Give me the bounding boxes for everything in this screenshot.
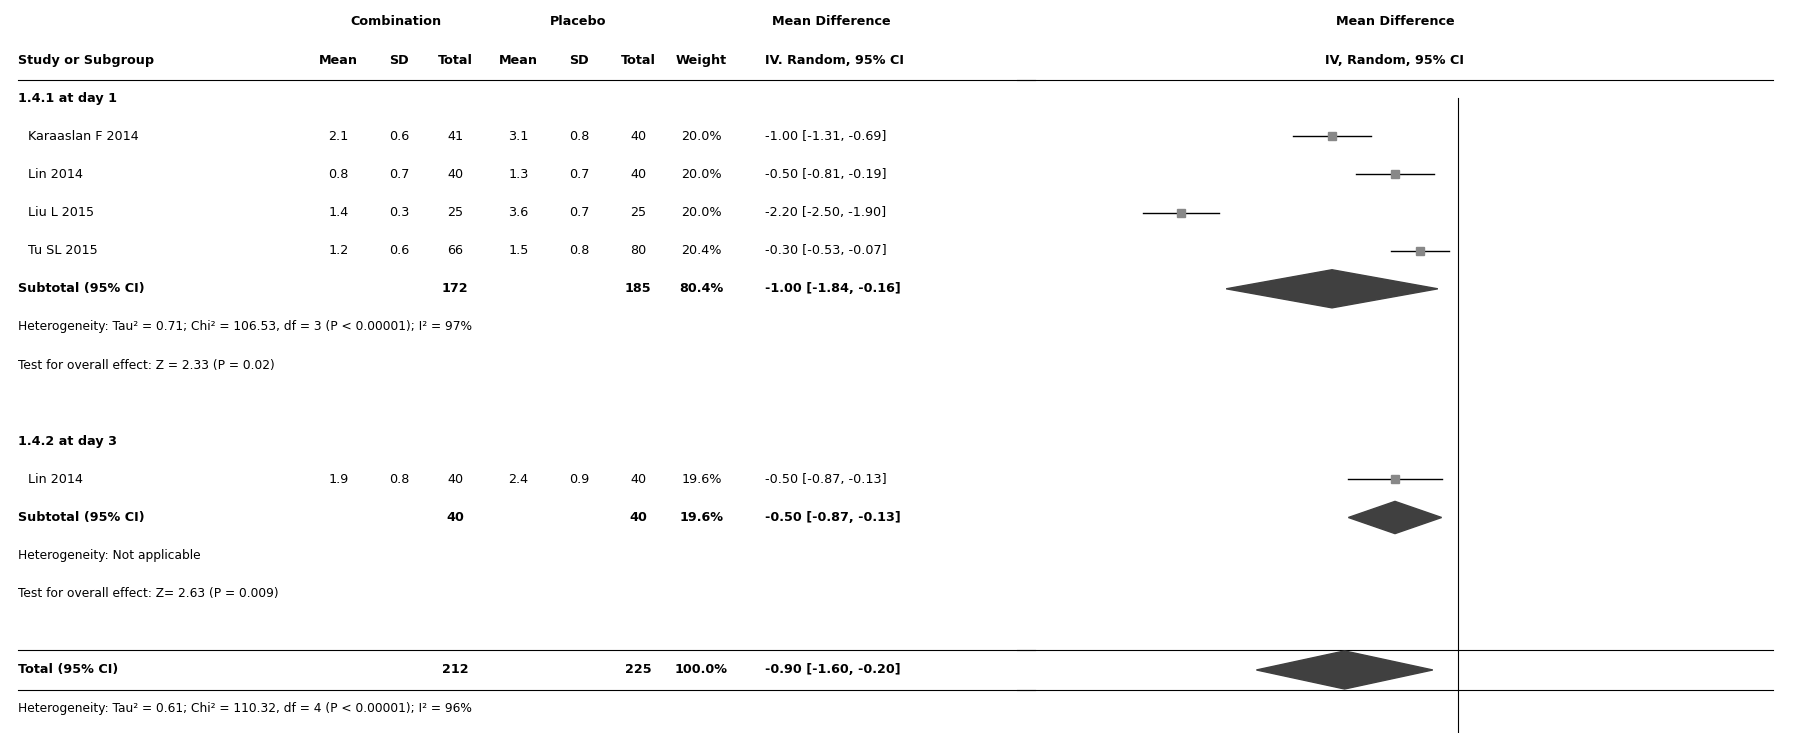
Text: Total: Total	[621, 54, 655, 67]
Text: Lin 2014: Lin 2014	[29, 168, 83, 181]
Text: 80.4%: 80.4%	[679, 282, 724, 295]
Text: 40: 40	[630, 168, 646, 181]
Text: Mean: Mean	[499, 54, 538, 67]
Text: Subtotal (95% CI): Subtotal (95% CI)	[18, 511, 144, 524]
Text: Weight: Weight	[675, 54, 727, 67]
Text: 1.2: 1.2	[328, 244, 349, 257]
Text: 20.0%: 20.0%	[680, 206, 722, 219]
Text: 20.4%: 20.4%	[680, 244, 722, 257]
Text: 20.0%: 20.0%	[680, 168, 722, 181]
Text: 20.0%: 20.0%	[680, 130, 722, 143]
Text: -0.30 [-0.53, -0.07]: -0.30 [-0.53, -0.07]	[765, 244, 887, 257]
Text: 25: 25	[446, 206, 463, 219]
Text: SD: SD	[389, 54, 409, 67]
Text: 1.9: 1.9	[328, 473, 349, 486]
Text: -0.90 [-1.60, -0.20]: -0.90 [-1.60, -0.20]	[765, 663, 902, 677]
Text: Heterogeneity: Not applicable: Heterogeneity: Not applicable	[18, 549, 200, 562]
Text: Mean Difference: Mean Difference	[772, 15, 891, 29]
Text: 40: 40	[630, 511, 648, 524]
Text: 25: 25	[630, 206, 646, 219]
Text: -0.50 [-0.87, -0.13]: -0.50 [-0.87, -0.13]	[765, 511, 902, 524]
Text: Study or Subgroup: Study or Subgroup	[18, 54, 155, 67]
Text: 185: 185	[625, 282, 652, 295]
Text: 3.1: 3.1	[508, 130, 529, 143]
Text: Heterogeneity: Tau² = 0.61; Chi² = 110.32, df = 4 (P < 0.00001); I² = 96%: Heterogeneity: Tau² = 0.61; Chi² = 110.3…	[18, 701, 472, 715]
Text: 1.3: 1.3	[508, 168, 529, 181]
Text: IV. Random, 95% CI: IV. Random, 95% CI	[765, 54, 904, 67]
Text: IV, Random, 95% CI: IV, Random, 95% CI	[1325, 54, 1465, 67]
Text: Mean: Mean	[319, 54, 358, 67]
Text: -1.00 [-1.84, -0.16]: -1.00 [-1.84, -0.16]	[765, 282, 902, 295]
Text: 2.1: 2.1	[328, 130, 349, 143]
Text: Test for overall effect: Z = 2.33 (P = 0.02): Test for overall effect: Z = 2.33 (P = 0…	[18, 358, 275, 372]
Text: Total: Total	[437, 54, 473, 67]
Text: Tu SL 2015: Tu SL 2015	[29, 244, 97, 257]
Text: 66: 66	[448, 244, 463, 257]
Text: 1.4.1 at day 1: 1.4.1 at day 1	[18, 92, 117, 105]
Text: Placebo: Placebo	[551, 15, 607, 29]
Text: 0.6: 0.6	[389, 244, 410, 257]
Text: Lin 2014: Lin 2014	[29, 473, 83, 486]
Text: 0.3: 0.3	[389, 206, 410, 219]
Text: Liu L 2015: Liu L 2015	[29, 206, 94, 219]
Polygon shape	[1226, 270, 1438, 308]
Text: Test for overall effect: Z= 2.63 (P = 0.009): Test for overall effect: Z= 2.63 (P = 0.…	[18, 587, 279, 600]
Text: 1.4: 1.4	[328, 206, 349, 219]
Text: 0.8: 0.8	[389, 473, 410, 486]
Text: 1.4.2 at day 3: 1.4.2 at day 3	[18, 435, 117, 448]
Polygon shape	[1348, 501, 1442, 534]
Text: Karaaslan F 2014: Karaaslan F 2014	[29, 130, 139, 143]
Text: 2.4: 2.4	[508, 473, 529, 486]
Text: 40: 40	[446, 511, 464, 524]
Text: -0.50 [-0.87, -0.13]: -0.50 [-0.87, -0.13]	[765, 473, 887, 486]
Text: 41: 41	[446, 130, 463, 143]
Text: 3.6: 3.6	[508, 206, 529, 219]
Polygon shape	[1256, 651, 1433, 689]
Text: 80: 80	[630, 244, 646, 257]
Text: 172: 172	[443, 282, 468, 295]
Text: -2.20 [-2.50, -1.90]: -2.20 [-2.50, -1.90]	[765, 206, 887, 219]
Text: -0.50 [-0.81, -0.19]: -0.50 [-0.81, -0.19]	[765, 168, 887, 181]
Text: 40: 40	[446, 168, 463, 181]
Text: -1.00 [-1.31, -0.69]: -1.00 [-1.31, -0.69]	[765, 130, 887, 143]
Text: 0.8: 0.8	[328, 168, 349, 181]
Text: 40: 40	[630, 130, 646, 143]
Text: 40: 40	[630, 473, 646, 486]
Text: Combination: Combination	[351, 15, 441, 29]
Text: 0.6: 0.6	[389, 130, 410, 143]
Text: 0.7: 0.7	[569, 206, 590, 219]
Text: 1.5: 1.5	[508, 244, 529, 257]
Text: Mean Difference: Mean Difference	[1336, 15, 1454, 29]
Text: Total (95% CI): Total (95% CI)	[18, 663, 119, 677]
Text: 100.0%: 100.0%	[675, 663, 727, 677]
Text: 212: 212	[443, 663, 468, 677]
Text: 0.8: 0.8	[569, 130, 590, 143]
Text: 19.6%: 19.6%	[680, 473, 722, 486]
Text: Subtotal (95% CI): Subtotal (95% CI)	[18, 282, 144, 295]
Text: 40: 40	[446, 473, 463, 486]
Text: 0.7: 0.7	[389, 168, 410, 181]
Text: 0.7: 0.7	[569, 168, 590, 181]
Text: 225: 225	[625, 663, 652, 677]
Text: 0.8: 0.8	[569, 244, 590, 257]
Text: SD: SD	[569, 54, 589, 67]
Text: 0.9: 0.9	[569, 473, 590, 486]
Text: 19.6%: 19.6%	[679, 511, 724, 524]
Text: Heterogeneity: Tau² = 0.71; Chi² = 106.53, df = 3 (P < 0.00001); I² = 97%: Heterogeneity: Tau² = 0.71; Chi² = 106.5…	[18, 320, 472, 334]
